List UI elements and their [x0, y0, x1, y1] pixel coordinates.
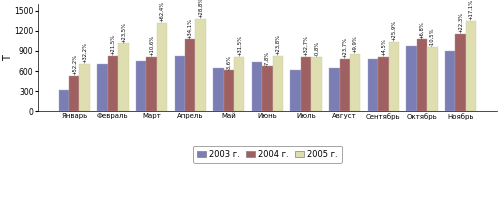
Bar [388, 42, 399, 111]
Bar [290, 70, 301, 111]
Bar [97, 64, 108, 111]
Text: -7,8%: -7,8% [265, 50, 270, 66]
Bar [262, 66, 272, 111]
Text: +23,7%: +23,7% [342, 37, 347, 58]
Bar [445, 51, 456, 111]
Text: +32,7%: +32,7% [304, 35, 308, 56]
Text: +6,8%: +6,8% [420, 21, 424, 39]
Text: +21,5%: +21,5% [110, 34, 116, 55]
Text: +52,2%: +52,2% [72, 54, 76, 75]
Text: +34,1%: +34,1% [188, 18, 192, 39]
Bar [378, 57, 388, 111]
Bar [58, 90, 69, 111]
Text: +23,5%: +23,5% [121, 22, 126, 43]
Bar [69, 76, 80, 111]
Bar [224, 70, 234, 111]
Text: +23,8%: +23,8% [276, 34, 280, 55]
Bar [108, 56, 118, 111]
Text: +31,5%: +31,5% [237, 35, 242, 56]
Text: -0,8%: -0,8% [314, 41, 319, 56]
Bar [136, 61, 146, 111]
Bar [312, 57, 322, 111]
Text: +17,1%: +17,1% [468, 0, 473, 20]
Text: +25,9%: +25,9% [392, 20, 396, 41]
Text: +10,6%: +10,6% [149, 35, 154, 56]
Bar [301, 57, 312, 111]
Bar [213, 68, 224, 111]
Text: +32,2%: +32,2% [82, 42, 87, 63]
Bar [272, 56, 283, 111]
Text: +62,4%: +62,4% [160, 1, 164, 22]
Bar [252, 62, 262, 111]
Text: +9,9%: +9,9% [352, 35, 358, 53]
Text: +4,5%: +4,5% [381, 38, 386, 56]
Bar [80, 64, 90, 111]
Bar [368, 59, 378, 111]
Bar [350, 54, 360, 111]
Bar [406, 46, 417, 111]
Bar [146, 57, 157, 111]
Text: -10,5%: -10,5% [430, 28, 435, 46]
Bar [196, 19, 206, 111]
Bar [466, 21, 476, 111]
Text: -3,6%: -3,6% [226, 55, 232, 70]
Text: +22,3%: +22,3% [458, 12, 463, 33]
Legend: 2003 г., 2004 г., 2005 г.: 2003 г., 2004 г., 2005 г. [193, 146, 342, 163]
Y-axis label: Т: Т [3, 55, 13, 61]
Bar [174, 56, 185, 111]
Text: +28,8%: +28,8% [198, 0, 203, 18]
Bar [157, 23, 167, 111]
Bar [456, 34, 466, 111]
Bar [340, 59, 350, 111]
Bar [329, 68, 340, 111]
Bar [118, 43, 128, 111]
Bar [234, 57, 244, 111]
Bar [185, 39, 196, 111]
Bar [428, 47, 438, 111]
Bar [417, 39, 428, 111]
